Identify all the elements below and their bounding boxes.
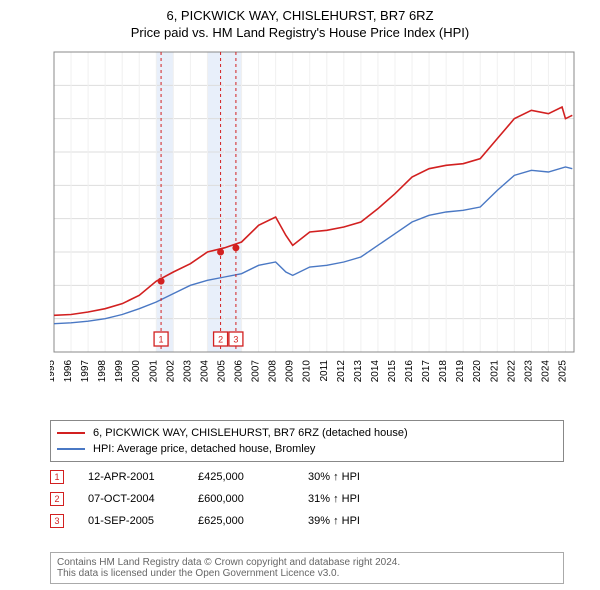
footer-line-2: This data is licensed under the Open Gov…: [57, 568, 557, 579]
footer-box: Contains HM Land Registry data © Crown c…: [50, 552, 564, 584]
svg-text:2020: 2020: [472, 360, 483, 383]
sale-row: 1 12-APR-2001 £425,000 30% ↑ HPI: [50, 466, 388, 488]
svg-text:3: 3: [233, 335, 238, 345]
svg-text:2008: 2008: [268, 360, 279, 383]
svg-text:2002: 2002: [165, 360, 176, 383]
svg-text:2011: 2011: [319, 360, 330, 382]
svg-text:1997: 1997: [80, 360, 91, 383]
svg-text:1998: 1998: [97, 360, 108, 383]
sale-row: 3 01-SEP-2005 £625,000 39% ↑ HPI: [50, 510, 388, 532]
title-line-1: 6, PICKWICK WAY, CHISLEHURST, BR7 6RZ: [0, 8, 600, 23]
title-area: 6, PICKWICK WAY, CHISLEHURST, BR7 6RZ Pr…: [0, 0, 600, 40]
sale-price: £625,000: [198, 515, 308, 527]
sale-marker-number: 2: [54, 494, 59, 504]
svg-text:2001: 2001: [148, 360, 159, 383]
chart-plot: 123£0£200K£400K£600K£800K£1M£1.2M£1.4M£1…: [50, 48, 580, 368]
legend-label: 6, PICKWICK WAY, CHISLEHURST, BR7 6RZ (d…: [93, 427, 408, 439]
svg-text:2016: 2016: [404, 360, 415, 383]
svg-text:2009: 2009: [285, 360, 296, 383]
svg-text:2019: 2019: [455, 360, 466, 383]
sale-marker-number: 3: [54, 516, 59, 526]
sale-date: 01-SEP-2005: [88, 515, 198, 527]
svg-text:2003: 2003: [182, 360, 193, 383]
legend-row: HPI: Average price, detached house, Brom…: [57, 441, 557, 457]
svg-text:2010: 2010: [302, 360, 313, 383]
svg-text:2018: 2018: [438, 360, 449, 383]
legend-swatch: [57, 432, 85, 434]
chart-container: 6, PICKWICK WAY, CHISLEHURST, BR7 6RZ Pr…: [0, 0, 600, 590]
svg-text:2000: 2000: [131, 360, 142, 383]
chart-svg: 123£0£200K£400K£600K£800K£1M£1.2M£1.4M£1…: [50, 48, 580, 418]
sale-marker-number: 1: [54, 472, 59, 482]
svg-text:1995: 1995: [50, 360, 57, 383]
svg-text:2022: 2022: [506, 360, 517, 383]
sale-marker-box: 3: [50, 514, 64, 528]
svg-text:2013: 2013: [353, 360, 364, 383]
legend-box: 6, PICKWICK WAY, CHISLEHURST, BR7 6RZ (d…: [50, 420, 564, 462]
legend-row: 6, PICKWICK WAY, CHISLEHURST, BR7 6RZ (d…: [57, 425, 557, 441]
svg-text:2021: 2021: [489, 360, 500, 383]
footer-line-1: Contains HM Land Registry data © Crown c…: [57, 557, 557, 568]
svg-text:1: 1: [159, 335, 164, 345]
sale-row: 2 07-OCT-2004 £600,000 31% ↑ HPI: [50, 488, 388, 510]
svg-text:2006: 2006: [234, 360, 245, 383]
sale-date: 12-APR-2001: [88, 471, 198, 483]
svg-text:2: 2: [218, 335, 223, 345]
sales-list: 1 12-APR-2001 £425,000 30% ↑ HPI 2 07-OC…: [50, 466, 388, 532]
legend-swatch: [57, 448, 85, 450]
sale-pct: 30% ↑ HPI: [308, 471, 388, 483]
svg-text:2004: 2004: [199, 360, 210, 383]
svg-text:2023: 2023: [523, 360, 534, 383]
title-line-2: Price paid vs. HM Land Registry's House …: [0, 25, 600, 40]
svg-text:2017: 2017: [421, 360, 432, 383]
svg-text:2025: 2025: [557, 360, 568, 383]
svg-text:2012: 2012: [336, 360, 347, 383]
svg-text:1999: 1999: [114, 360, 125, 383]
svg-text:1996: 1996: [63, 360, 74, 383]
svg-text:2005: 2005: [216, 360, 227, 383]
sale-price: £425,000: [198, 471, 308, 483]
svg-text:2024: 2024: [540, 360, 551, 383]
sale-marker-box: 1: [50, 470, 64, 484]
svg-text:2007: 2007: [251, 360, 262, 383]
svg-text:2014: 2014: [370, 360, 381, 383]
sale-date: 07-OCT-2004: [88, 493, 198, 505]
sale-pct: 39% ↑ HPI: [308, 515, 388, 527]
sale-price: £600,000: [198, 493, 308, 505]
legend-label: HPI: Average price, detached house, Brom…: [93, 443, 315, 455]
svg-text:2015: 2015: [387, 360, 398, 383]
sale-marker-box: 2: [50, 492, 64, 506]
sale-pct: 31% ↑ HPI: [308, 493, 388, 505]
